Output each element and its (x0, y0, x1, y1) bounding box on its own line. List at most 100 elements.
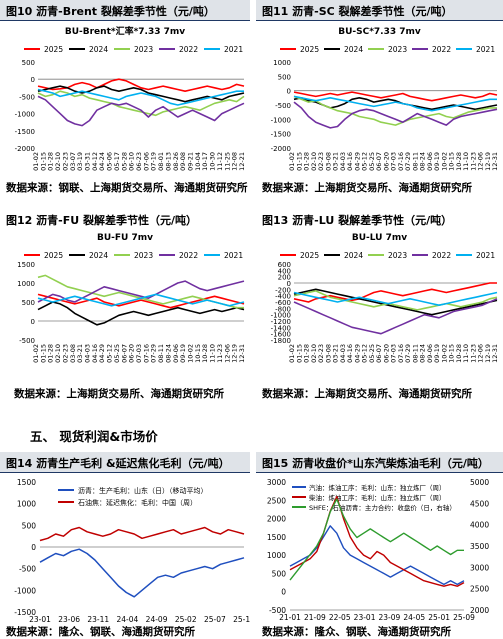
legend-label: 2021 (224, 45, 243, 54)
x-tick-label: 12-06 (223, 344, 231, 363)
y-tick-label: 500 (22, 299, 35, 307)
x-tick-label: 04-29 (353, 152, 361, 171)
x-tick-label: 08-24 (419, 152, 427, 171)
y-tick-label: -1200 (271, 318, 291, 326)
legend-label: 2025 (44, 251, 63, 260)
series-line-2021 (293, 95, 497, 112)
y-tick-label-left: -500 (269, 606, 286, 615)
x-tick-label: 07-29 (150, 344, 158, 363)
x-tick-label: 05-12 (361, 344, 369, 363)
x-tick-label: 25-12 (233, 615, 250, 622)
legend-label: 2023 (388, 251, 407, 260)
y-tick-label: -1000 (271, 116, 291, 124)
x-tick-label: 06-23 (135, 152, 143, 171)
x-tick-label: 08-11 (411, 152, 419, 171)
figure-header (0, 452, 250, 473)
x-tick-label: 04-03 (339, 152, 347, 171)
y-tick-label: -2000 (15, 145, 35, 153)
series-line (289, 495, 465, 587)
x-tick-label: 05-25 (368, 344, 376, 363)
source-note: 数据来源：隆众、钢联、海通期货研究所 (6, 626, 195, 638)
y-tick-label-left: 0 (281, 588, 286, 597)
series-line-2021 (37, 88, 244, 106)
y-tick-label: 500 (22, 59, 35, 67)
x-tick-label: 04-29 (98, 344, 106, 363)
x-tick-label: 01-02 (32, 152, 40, 171)
x-tick-label: 06-20 (382, 152, 390, 171)
y-tick-label: 1500 (17, 478, 36, 487)
x-tick-label: 23-01 (29, 615, 51, 622)
y-tick-label: 1000 (17, 280, 35, 288)
x-tick-label: 12-19 (231, 344, 239, 363)
y-tick-label: 0 (31, 543, 36, 552)
series-line-2022 (37, 280, 245, 303)
x-tick-label: 05-17 (113, 152, 121, 171)
series-line-2025 (37, 78, 245, 92)
x-tick-label: 23-06 (58, 615, 80, 622)
series-line (39, 548, 245, 598)
x-tick-label: 03-08 (69, 344, 77, 363)
legend-label: 2023 (388, 45, 407, 54)
y-tick-label-right: 4000 (470, 521, 489, 530)
x-tick-label: 25-09 (453, 613, 475, 622)
legend-label: 2024 (89, 251, 108, 260)
x-tick-label: 22-05 (329, 613, 351, 622)
x-tick-label: 07-03 (135, 344, 143, 363)
x-tick-label: 12-06 (477, 344, 485, 363)
x-tick-label: 08-01 (157, 152, 165, 171)
x-tick-label: 10-02 (187, 344, 195, 363)
series-line-2021 (37, 293, 245, 307)
chart-title: BU-FU 7mv (97, 233, 153, 243)
chart-fig12: BU-FU 7mv 2025 2024 2023 2022 2021 1500 1000 500… (17, 233, 246, 363)
legend-label: 柴油：炼油工序：毛利：山东：独立炼厂（周） (309, 493, 446, 502)
figure-title: 图12 沥青-FU 裂解差季节性（元/吨） (6, 214, 197, 227)
figure-title: 图11 沥青-SC 裂解差季节性（元/吨） (262, 5, 453, 18)
series-line (39, 526, 245, 542)
legend-label: 2023 (134, 251, 153, 260)
y-tick-label: -800 (275, 305, 291, 313)
x-tick-label: 01-15 (39, 152, 47, 171)
x-tick-label: 10-28 (455, 152, 463, 171)
x-tick-label: 08-13 (164, 152, 172, 171)
x-tick-label: 08-24 (164, 344, 172, 363)
y-tick-label-left: 2500 (267, 496, 286, 505)
y-tick-label: 500 (278, 73, 291, 81)
y-tick-label-right: 5000 (470, 478, 489, 487)
x-tick-label: 02-23 (61, 152, 69, 171)
legend-label: 2023 (134, 45, 153, 54)
legend-label: 2025 (300, 45, 319, 54)
figure-title: 图13 沥青-LU 裂解差季节性（元/吨） (262, 214, 453, 227)
x-tick-label: 01-15 (295, 152, 303, 171)
series-line-2022 (293, 101, 498, 129)
figure-title: 图15 沥青收盘价*山东汽柴炼油毛利（元/吨） (262, 457, 489, 470)
figure-title: 图14 沥青生产毛利 &延迟焦化毛利（元/吨） (6, 457, 230, 470)
x-tick-label: 11-23 (216, 344, 224, 363)
x-tick-label: 12-06 (477, 152, 485, 171)
x-tick-label: 01-02 (288, 152, 296, 171)
x-tick-label: 07-29 (404, 344, 412, 363)
x-tick-label: 02-10 (310, 344, 318, 363)
source-note: 数据来源：上海期货交易所、海通期货研究所 (262, 388, 472, 400)
y-tick-label: 500 (22, 521, 37, 530)
x-tick-label: 11-25 (223, 152, 231, 171)
x-tick-label: 03-08 (324, 344, 332, 363)
y-tick-label: 1000 (273, 59, 291, 67)
x-tick-label: 10-02 (440, 344, 448, 363)
y-tick-label-left: 3000 (267, 478, 286, 487)
x-tick-label: 01-15 (295, 344, 303, 363)
x-tick-label: 10-30 (209, 152, 217, 171)
y-tick-label: -400 (275, 293, 291, 301)
legend-label: 2021 (476, 251, 495, 260)
x-tick-label: 25-01 (428, 613, 450, 622)
x-tick-label: 10-02 (440, 152, 448, 171)
x-tick-label: 06-07 (375, 152, 383, 171)
y-tick-label-right: 2000 (470, 606, 489, 615)
x-tick-label: 01-28 (303, 152, 311, 171)
x-tick-label: 07-03 (390, 152, 398, 171)
x-tick-label: 10-28 (201, 344, 209, 363)
x-tick-label: 07-19 (150, 152, 158, 171)
x-tick-label: 08-26 (172, 152, 180, 171)
x-tick-label: 01-15 (39, 344, 47, 363)
